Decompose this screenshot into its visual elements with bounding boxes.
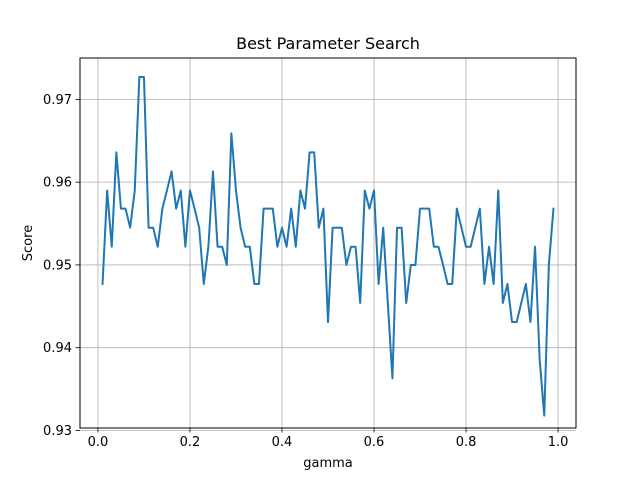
data-series	[101, 76, 555, 417]
y-tick-label: 0.97	[43, 93, 72, 108]
plot-frame	[79, 57, 577, 429]
x-tick-label: 0.8	[456, 435, 477, 450]
x-tick-label: 0.0	[88, 435, 109, 450]
x-tick-label: 0.2	[180, 435, 201, 450]
x-tick-label: 0.4	[272, 435, 293, 450]
y-tick-label: 0.95	[43, 258, 72, 273]
y-tick-label: 0.94	[43, 341, 72, 356]
plot-area	[80, 58, 576, 428]
axis-ticks: 0.0 0.2 0.4 0.6 0.8 1.0 0.93 0.94 0.95 0.96 0.97	[43, 93, 568, 450]
x-axis-label: gamma	[303, 456, 353, 471]
chart-title: Best Parameter Search	[236, 34, 420, 53]
y-tick-label: 0.93	[43, 424, 72, 439]
y-axis-label: Score	[21, 225, 36, 261]
x-tick-label: 0.6	[364, 435, 385, 450]
y-tick-label: 0.96	[43, 176, 72, 191]
grid-lines	[80, 58, 576, 431]
x-tick-label: 1.0	[548, 435, 569, 450]
series-line	[101, 76, 555, 417]
